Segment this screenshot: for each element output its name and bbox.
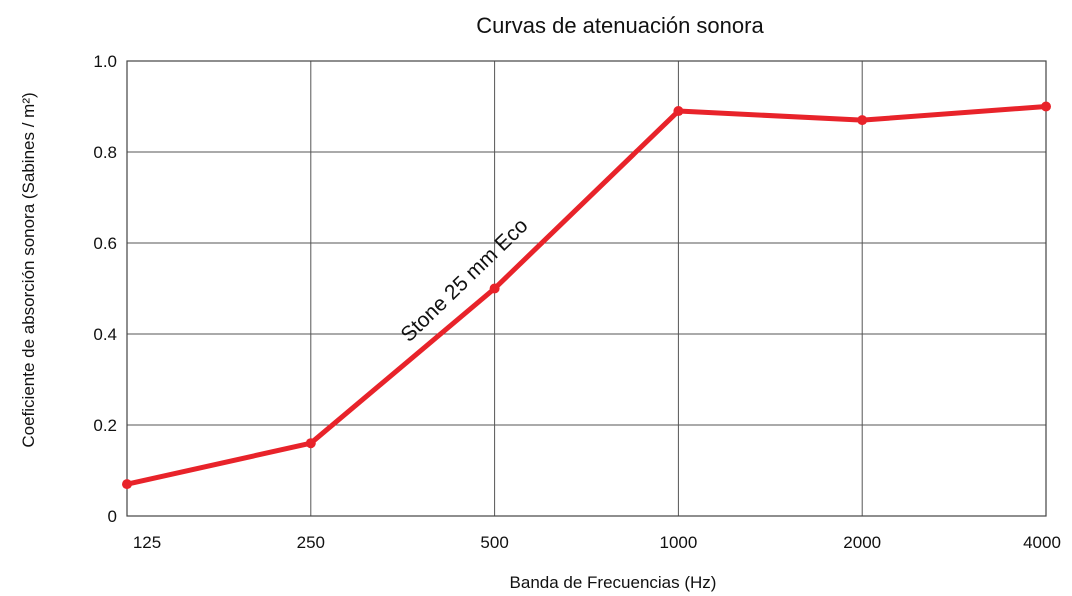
x-axis-label: Banda de Frecuencias (Hz)	[510, 573, 717, 592]
grid	[126, 60, 1047, 517]
data-point	[489, 283, 500, 294]
y-tick-label: 0.8	[93, 143, 117, 162]
data-point	[1041, 101, 1051, 112]
y-tick-labels: 0 0.2 0.4 0.6 0.8 1.0	[93, 52, 117, 526]
data-point	[122, 479, 132, 490]
x-tick-label: 125	[133, 533, 161, 552]
x-tick-label: 1000	[659, 533, 697, 552]
chart-title: Curvas de atenuación sonora	[476, 13, 764, 38]
x-tick-label: 2000	[843, 533, 881, 552]
x-tick-label: 250	[297, 533, 325, 552]
y-tick-label: 0.2	[93, 416, 117, 435]
y-tick-label: 0.6	[93, 234, 117, 253]
y-axis-label: Coeficiente de absorción sonora (Sabines…	[19, 92, 38, 447]
x-tick-label: 500	[480, 533, 508, 552]
x-tick-label: 4000	[1023, 533, 1061, 552]
y-tick-label: 0	[108, 507, 117, 526]
data-point	[305, 438, 316, 449]
data-point	[673, 106, 684, 117]
series-group: Stone 25 mm Eco	[122, 101, 1051, 490]
series-line	[124, 104, 1049, 487]
series-label: Stone 25 mm Eco	[396, 214, 532, 346]
data-point	[857, 115, 868, 126]
x-tick-labels: 125 250 500 1000 2000 4000	[133, 533, 1061, 552]
y-tick-label: 0.4	[93, 325, 117, 344]
plot-frame	[126, 60, 1047, 517]
y-tick-label: 1.0	[93, 52, 117, 71]
